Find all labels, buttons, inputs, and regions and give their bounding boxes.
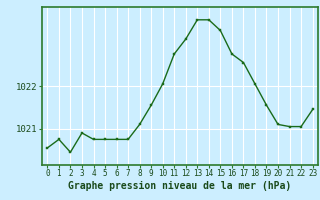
X-axis label: Graphe pression niveau de la mer (hPa): Graphe pression niveau de la mer (hPa) [68,181,292,191]
